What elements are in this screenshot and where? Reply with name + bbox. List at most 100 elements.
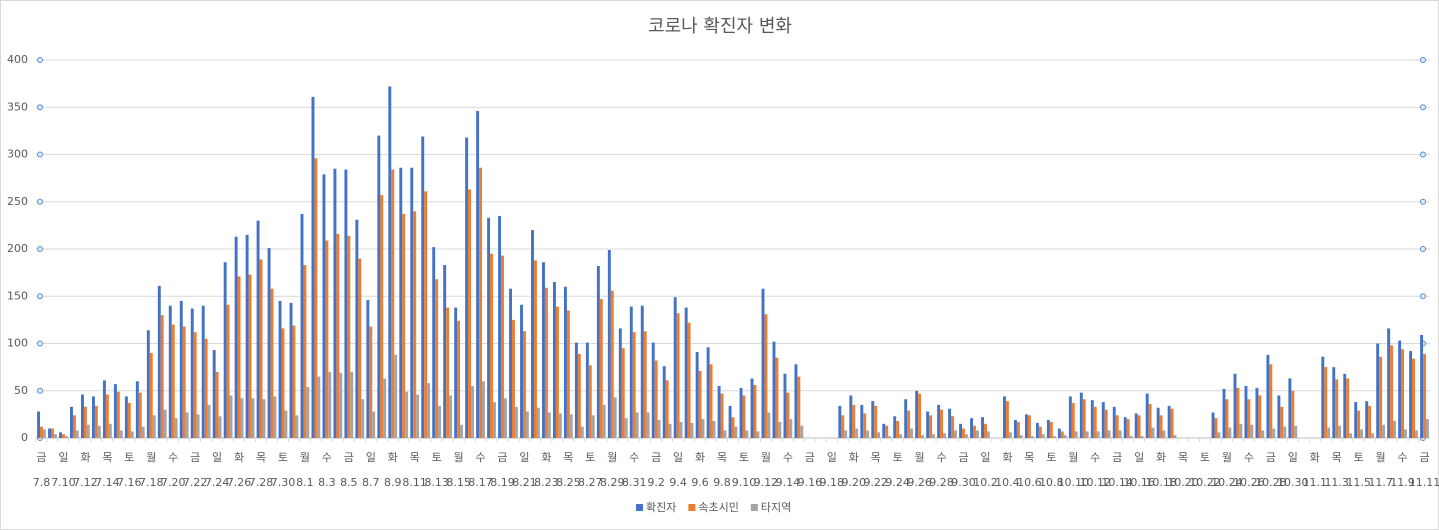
handle <box>37 198 43 205</box>
bar <box>391 169 395 438</box>
x-tick-label: 9.18 <box>820 476 845 489</box>
bar <box>1096 431 1100 438</box>
weekday-label: 토 <box>1200 451 1210 464</box>
bar <box>1126 419 1130 438</box>
bar <box>317 376 321 438</box>
bar <box>53 434 57 438</box>
weekday-label: 화 <box>1002 451 1012 464</box>
bar <box>863 413 867 438</box>
bar <box>405 391 409 438</box>
bar <box>1357 410 1361 438</box>
bar <box>113 384 117 438</box>
bar <box>207 404 211 438</box>
bar <box>855 428 859 438</box>
bar <box>695 352 699 438</box>
bar <box>490 253 493 438</box>
bar <box>866 430 870 438</box>
bar <box>943 433 946 438</box>
bar <box>215 371 219 438</box>
bar <box>51 428 54 438</box>
x-tick-label: 11.7 <box>1368 476 1393 489</box>
bar <box>432 247 436 438</box>
bar <box>899 434 903 438</box>
weekday-label: 토 <box>1354 451 1364 464</box>
bar <box>585 342 589 438</box>
bar <box>1019 435 1023 438</box>
x-tick-label: 10.20 <box>1167 476 1199 489</box>
bar <box>388 86 392 439</box>
bar <box>552 282 556 438</box>
weekday-label: 수 <box>322 451 332 464</box>
bar <box>91 396 95 438</box>
x-tick-label: 10.28 <box>1255 476 1287 489</box>
x-tick-label: 7.20 <box>161 476 186 489</box>
bar <box>267 248 271 438</box>
bar <box>937 404 941 438</box>
weekday-label: 일 <box>673 450 683 464</box>
bar <box>731 417 735 438</box>
bar <box>778 421 782 438</box>
bar <box>339 372 343 438</box>
weekday-label: 토 <box>739 451 749 464</box>
weekday-label: 월 <box>146 451 156 464</box>
bar <box>492 402 496 438</box>
bar <box>610 290 614 438</box>
bar <box>860 404 864 438</box>
bar <box>218 416 222 438</box>
x-tick-label: 9.24 <box>885 476 910 489</box>
bar <box>607 249 611 438</box>
bar <box>1239 423 1243 438</box>
handle <box>37 57 43 63</box>
handle <box>1420 246 1426 252</box>
bar <box>512 319 515 438</box>
bar <box>921 435 924 438</box>
bar <box>1401 349 1405 438</box>
weekday-label: 토 <box>1046 451 1056 464</box>
weekday-label: 일 <box>1288 450 1298 464</box>
bar <box>893 416 897 438</box>
bar <box>786 392 790 438</box>
weekday-label: 금 <box>1266 451 1276 464</box>
bar <box>1162 430 1166 438</box>
handle <box>37 151 43 158</box>
weekday-label: 수 <box>783 451 793 464</box>
weekday-label: 수 <box>629 451 639 464</box>
bar <box>764 314 768 438</box>
bar <box>1321 356 1325 438</box>
bar <box>399 167 403 439</box>
bar <box>127 403 131 438</box>
weekday-label: 금 <box>36 451 46 464</box>
bar <box>245 234 249 438</box>
bar <box>460 424 463 438</box>
bar <box>975 430 979 438</box>
bar <box>482 381 485 438</box>
weekday-label: 수 <box>1090 451 1100 464</box>
bar <box>1228 427 1232 438</box>
bar <box>533 260 537 438</box>
bar <box>383 378 387 438</box>
bar <box>421 136 425 439</box>
bar <box>1283 426 1287 438</box>
bar <box>190 308 194 438</box>
bar <box>926 411 930 438</box>
bar <box>72 415 76 438</box>
bar <box>1379 356 1383 438</box>
bar <box>465 137 469 439</box>
bar <box>234 236 238 438</box>
weekday-label: 일 <box>519 450 529 464</box>
bar <box>229 395 233 438</box>
bar <box>259 259 263 438</box>
bar <box>964 434 968 438</box>
bar <box>1093 406 1097 438</box>
bar <box>888 436 892 438</box>
bar <box>479 167 483 439</box>
weekday-label: 목 <box>871 451 881 464</box>
bar <box>240 398 244 438</box>
x-tick-label: 7.14 <box>95 476 120 489</box>
x-tick-label: 9.2 <box>647 476 665 489</box>
x-tick-label: 8.3 <box>318 476 336 489</box>
x-tick-label: 9.8 <box>713 476 731 489</box>
bar <box>1324 367 1328 438</box>
x-tick-label: 10.2 <box>973 476 998 489</box>
bar <box>1214 418 1218 438</box>
